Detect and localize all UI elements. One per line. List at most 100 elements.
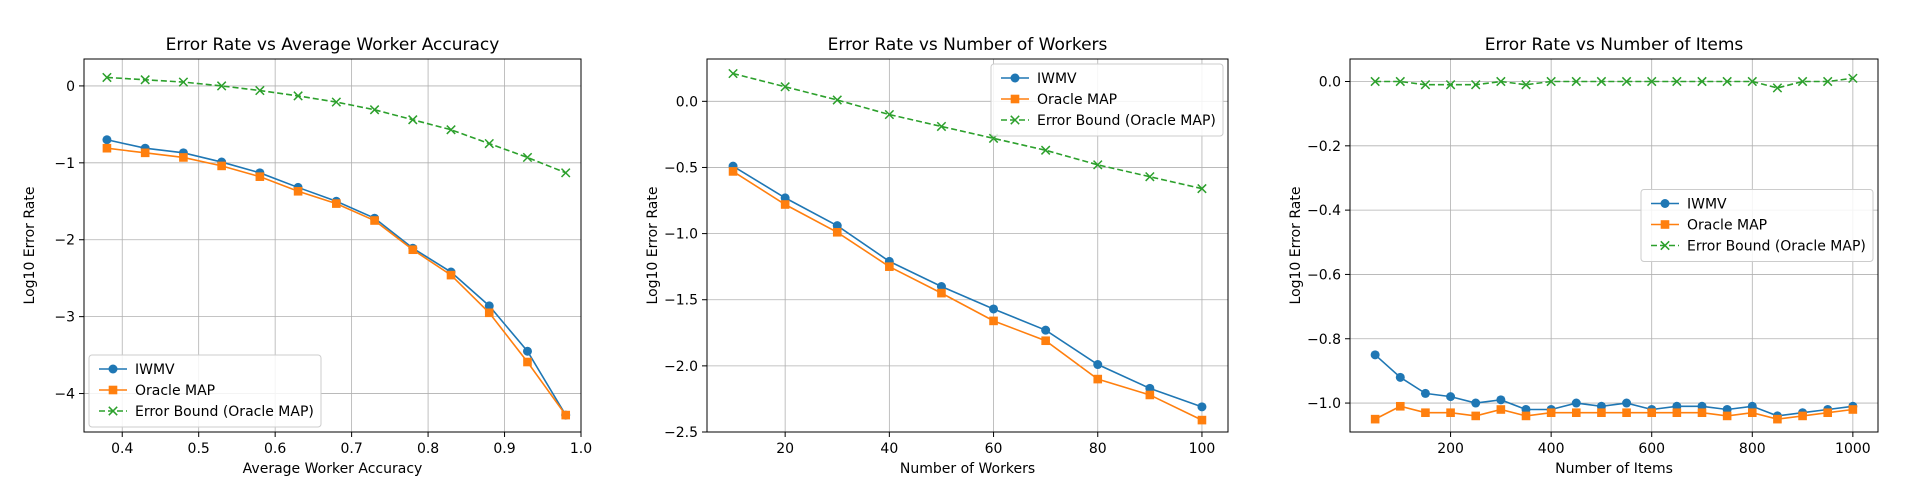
data-point [1370,76,1380,87]
data-point [1445,79,1456,90]
legend-marker [1010,115,1020,125]
y-tick-label: −0.8 [1307,332,1341,348]
legend-entry: IWMV [1651,197,1727,213]
data-point [1823,408,1833,418]
data-point [560,168,571,178]
x-tick-label: 800 [1739,441,1766,457]
legend: IWMV Oracle MAP Error Bound (Oracle MAP) [990,63,1224,137]
data-point [1197,415,1207,425]
data-point [1521,79,1531,90]
data-point [1646,76,1657,87]
x-tick-label: 0.4 [111,441,133,457]
data-point [408,115,418,125]
chart-title: Error Rate vs Average Worker Accuracy [166,35,500,55]
data-point [446,125,456,135]
x-tick-label: 600 [1638,441,1665,457]
x-tick-label: 0.8 [417,441,439,457]
legend-box [1640,189,1874,262]
legend-label: IWMV [135,362,175,378]
data-point [1672,408,1682,418]
data-point [1697,408,1707,418]
y-tick-label: −1.0 [1307,396,1341,412]
x-tick-label: 60 [985,441,1003,457]
legend-label: Error Bound (Oracle MAP) [1037,113,1216,129]
data-point [522,152,533,163]
data-point [1041,336,1050,346]
data-point [408,245,418,255]
x-tick-label: 0.9 [493,441,515,457]
x-tick-label: 100 [1189,441,1216,457]
data-point [216,81,227,91]
plot-frame [706,58,1229,433]
data-point [1747,76,1758,87]
data-point [255,172,265,181]
data-point [1395,401,1405,411]
y-tick-label: −1.0 [664,227,698,243]
data-point [1471,411,1481,421]
data-point [484,138,494,149]
data-point [1521,411,1531,421]
data-point [1395,372,1405,382]
series-layer [728,68,1207,425]
y-tick-label: −0.4 [1307,203,1341,219]
legend-label: Oracle MAP [1687,218,1767,234]
data-point [331,97,342,107]
y-tick-label: −2 [54,233,75,249]
legend-entry: Error Bound (Oracle MAP) [1001,113,1216,129]
data-point [1040,145,1051,155]
data-point [1471,398,1481,408]
y-tick-label: 0 [66,79,75,95]
series-oracle-map [1370,401,1858,424]
data-point [1421,408,1430,418]
data-point [1145,383,1155,393]
x-axis-label: Number of Workers [900,461,1035,477]
data-point [1370,350,1380,360]
y-tick-label: −2.0 [664,359,698,375]
data-point [370,216,379,225]
data-point [332,199,341,208]
legend-entry: Oracle MAP [1651,218,1767,234]
legend-label: Oracle MAP [135,383,215,399]
legend-marker [1660,240,1670,251]
data-point [832,95,842,105]
data-point [484,301,494,311]
data-point [1722,411,1732,421]
series-layer [1370,73,1858,424]
x-axis-label: Number of Items [1555,461,1673,477]
legend-label: Error Bound (Oracle MAP) [1687,239,1866,255]
data-point [293,91,303,101]
data-point [1496,405,1506,414]
data-point [1822,76,1833,87]
data-point [1597,408,1606,418]
chart-panel-workers: 20 40 60 80 100 −2.5 −2.0 −1.5 −1.0 −0.5 0.0 Error… [645,35,1229,477]
data-point [1571,76,1582,87]
data-point [140,75,150,85]
data-point [1722,76,1732,87]
data-point [1647,408,1657,418]
data-point [102,143,112,153]
ticks: 0.4 0.5 0.6 0.7 0.8 0.9 1.0 −4 −3 −2 −1 0 [54,79,592,457]
y-tick-label: −0.2 [1307,139,1341,155]
legend-entry: Error Bound (Oracle MAP) [1651,239,1866,255]
legend-entry: IWMV [99,362,175,378]
legend-marker [108,385,118,395]
data-point [989,316,998,326]
legend-label: Error Bound (Oracle MAP) [135,404,314,420]
data-point [1546,408,1556,418]
series-error-bound-oracle-map [102,72,571,178]
data-point [522,346,532,356]
data-point [1370,414,1380,424]
series-oracle-map [102,143,571,420]
legend-entry: Oracle MAP [1001,92,1117,108]
legend-entry: IWMV [1001,71,1077,87]
x-tick-label: 1.0 [570,441,592,457]
x-tick-label: 1000 [1835,441,1871,457]
data-point [1446,408,1455,418]
y-tick-label: 0.0 [1319,75,1341,91]
data-point [1546,76,1556,87]
data-point [1093,360,1103,370]
y-axis-label: Log10 Error Rate [22,187,38,305]
ticks: 200 400 600 800 1000 −1.0 −0.8 −0.6 −0.4 −0.2 0.0 [1307,75,1871,457]
legend-entry: Error Bound (Oracle MAP) [99,404,314,420]
y-axis-label: Log10 Error Rate [1288,187,1304,305]
